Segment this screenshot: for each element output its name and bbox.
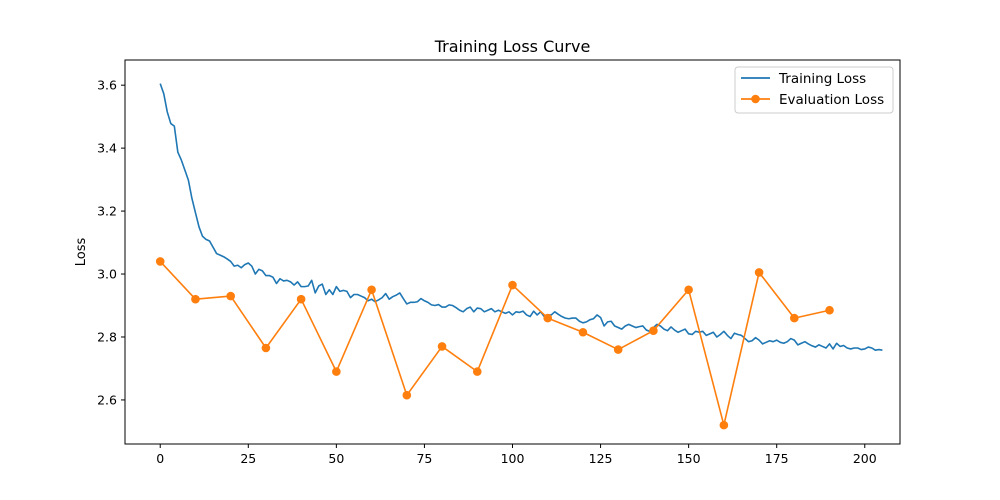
data-point-evaluation-loss [719, 420, 729, 430]
legend: Training Loss Evaluation Loss [734, 66, 894, 114]
y-tick-label: 3.4 [97, 141, 117, 156]
x-tick-label: 0 [156, 451, 164, 466]
x-tick-label: 150 [677, 451, 701, 466]
x-tick-label: 175 [765, 451, 789, 466]
data-point-evaluation-loss [367, 285, 376, 295]
y-tick-label: 3.2 [97, 204, 117, 219]
y-axis-title: Loss [74, 238, 89, 267]
series-layer [155, 83, 883, 430]
data-point-evaluation-loss [684, 285, 693, 295]
series-line-training-loss [159, 83, 883, 352]
data-point-evaluation-loss [649, 326, 658, 335]
y-tick-label: 3.6 [97, 78, 117, 93]
x-tick-label: 125 [589, 451, 613, 466]
chart-title: Training Loss Curve [434, 37, 591, 56]
data-point-evaluation-loss [754, 268, 764, 277]
data-point-evaluation-loss [472, 367, 482, 376]
data-point-evaluation-loss [191, 294, 200, 304]
x-tick-label: 100 [501, 451, 525, 466]
data-point-evaluation-loss [332, 367, 341, 376]
x-tick-label: 25 [240, 451, 256, 466]
data-point-evaluation-loss [261, 343, 271, 353]
data-point-evaluation-loss [402, 390, 412, 400]
data-point-evaluation-loss [226, 291, 235, 301]
x-axis: 0 25 50 75 100 125 150 175 200 [156, 444, 877, 466]
legend-box [734, 66, 894, 114]
data-point-evaluation-loss [543, 313, 553, 323]
legend-label-evaluation-loss: Evaluation Loss [779, 92, 884, 108]
data-point-evaluation-loss [613, 345, 623, 354]
data-point-evaluation-loss [155, 257, 165, 266]
x-tick-label: 50 [328, 451, 344, 466]
data-point-evaluation-loss [578, 327, 588, 337]
x-tick-label: 200 [853, 451, 877, 466]
y-tick-label: 3.0 [97, 267, 117, 282]
y-tick-label: 2.8 [97, 329, 117, 344]
data-point-evaluation-loss [508, 280, 517, 290]
data-point-evaluation-loss [825, 305, 834, 315]
series-line-evaluation-loss [159, 260, 830, 426]
legend-marker-evaluation-loss [751, 94, 760, 104]
x-tick-label: 75 [416, 451, 432, 466]
data-point-evaluation-loss [296, 294, 306, 304]
y-axis: 2.6 2.8 3.0 3.2 3.4 3.6 [97, 78, 125, 407]
data-point-evaluation-loss [790, 313, 799, 323]
data-point-evaluation-loss [437, 342, 447, 351]
legend-label-training-loss: Training Loss [778, 71, 866, 87]
y-tick-label: 2.6 [97, 392, 117, 407]
